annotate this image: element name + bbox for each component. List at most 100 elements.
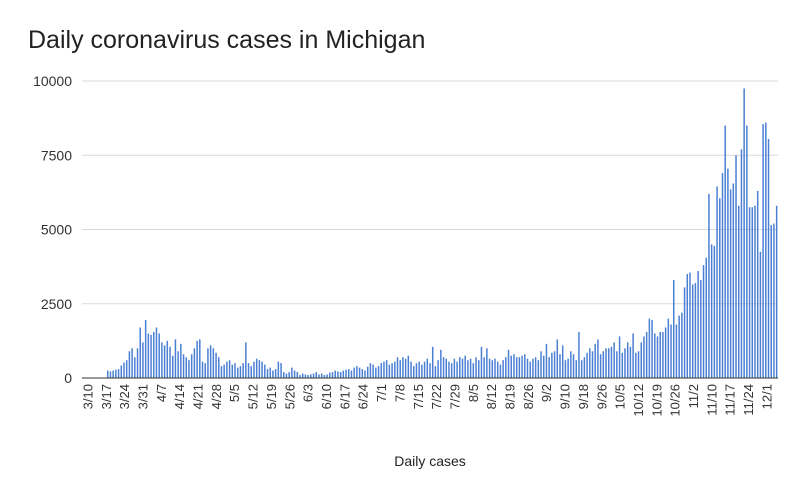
bar — [513, 354, 515, 378]
bar — [559, 354, 561, 378]
bar — [450, 363, 453, 378]
bar — [277, 361, 280, 378]
bar — [304, 374, 307, 378]
x-tick-label: 10/19 — [649, 384, 664, 417]
bar — [759, 251, 762, 378]
bar — [756, 190, 759, 378]
x-tick-label: 8/19 — [503, 384, 518, 409]
x-tick-label: 6/3 — [301, 384, 316, 402]
bar — [505, 357, 507, 378]
bar — [434, 366, 437, 378]
bar — [310, 374, 312, 378]
bar — [120, 365, 123, 378]
bar — [529, 361, 531, 378]
x-tick-label: 11/17 — [723, 384, 738, 416]
bar — [109, 371, 112, 378]
bar — [686, 274, 689, 378]
x-tick-label: 9/26 — [594, 384, 609, 409]
bar — [721, 173, 724, 378]
chart-title: Daily coronavirus cases in Michigan — [28, 26, 426, 54]
bar — [383, 361, 385, 378]
x-tick-label: 5/19 — [264, 384, 279, 409]
bar — [375, 367, 377, 378]
bar — [524, 354, 526, 378]
bar — [136, 348, 139, 378]
y-tick-label: 0 — [64, 370, 72, 386]
bar — [223, 364, 225, 378]
bar — [150, 334, 152, 378]
bar — [358, 367, 361, 378]
y-tick-label: 10000 — [33, 73, 72, 89]
bar — [155, 327, 158, 378]
x-tick-label: 11/24 — [741, 384, 756, 416]
bar — [643, 336, 645, 378]
x-tick-label: 12/1 — [759, 384, 774, 409]
bar — [361, 369, 364, 378]
x-tick-label: 11/10 — [704, 384, 719, 416]
bar — [299, 375, 301, 378]
bar — [131, 348, 133, 378]
bar — [510, 355, 512, 378]
bar — [385, 360, 388, 378]
bar — [323, 375, 326, 378]
bar — [147, 333, 150, 378]
y-tick-label: 2500 — [41, 296, 72, 312]
bar — [318, 374, 320, 378]
bar — [762, 124, 764, 378]
bar — [274, 369, 277, 378]
bar — [545, 343, 548, 378]
bar — [689, 272, 691, 378]
bar — [236, 367, 239, 378]
bar — [115, 369, 117, 378]
bar — [583, 357, 586, 378]
bar — [502, 360, 504, 378]
x-tick-label: 5/26 — [282, 384, 297, 409]
bar — [469, 358, 472, 378]
bar — [748, 207, 751, 378]
bar — [567, 358, 569, 378]
bar — [171, 355, 174, 378]
x-tick-label: 7/15 — [411, 384, 426, 409]
bar — [199, 339, 201, 378]
bar — [589, 348, 591, 378]
bar — [713, 245, 716, 378]
bar — [418, 361, 420, 378]
bar — [681, 312, 683, 378]
bar — [670, 324, 672, 378]
bar — [575, 360, 577, 378]
x-tick-label: 3/24 — [117, 384, 132, 409]
x-tick-label: 3/17 — [99, 384, 114, 409]
bar — [228, 360, 231, 378]
bar — [364, 370, 366, 378]
bar — [283, 372, 285, 378]
bar — [483, 357, 485, 378]
bar — [610, 346, 613, 378]
x-tick-label: 10/5 — [613, 384, 628, 409]
bar — [215, 352, 217, 378]
bar — [594, 343, 596, 378]
bar — [342, 370, 345, 378]
bar — [607, 348, 610, 378]
bar — [410, 361, 412, 378]
x-tick-label: 7/8 — [392, 384, 407, 402]
bar — [708, 193, 710, 378]
bar — [334, 370, 336, 378]
bar — [702, 265, 705, 378]
y-tick-label: 7500 — [41, 147, 72, 163]
bar — [754, 205, 756, 378]
bar — [442, 357, 445, 378]
bar — [153, 331, 155, 378]
bar — [456, 361, 458, 378]
bar — [345, 369, 347, 378]
bar — [488, 358, 491, 378]
bar — [648, 318, 651, 378]
bar — [472, 363, 475, 378]
bar — [185, 357, 188, 378]
bar — [212, 348, 215, 378]
bar — [491, 360, 494, 378]
bar — [161, 342, 163, 378]
bar — [245, 342, 247, 378]
bar — [662, 331, 664, 378]
